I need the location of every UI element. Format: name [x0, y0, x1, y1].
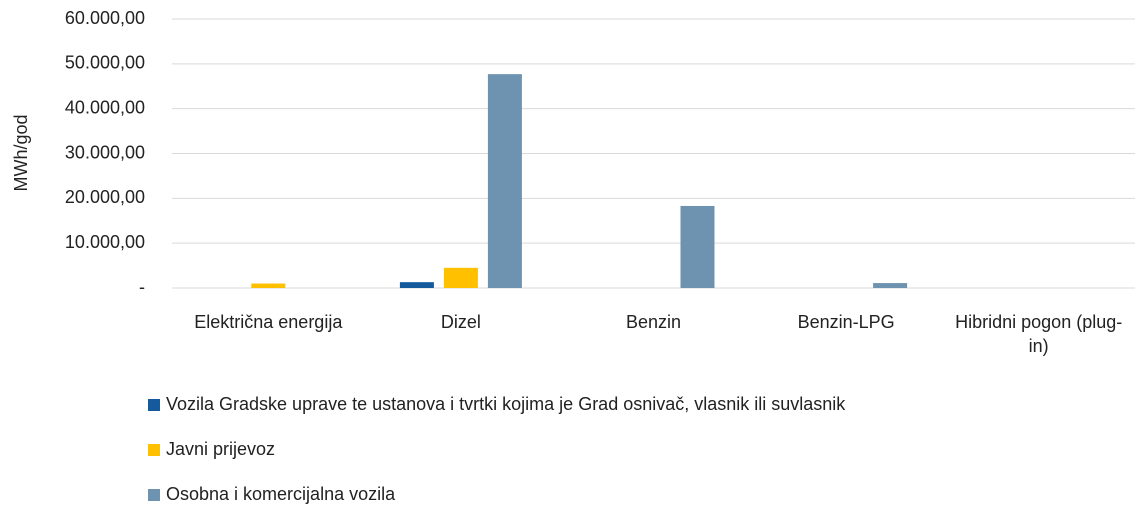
x-tick-label: Benzin [625, 312, 682, 332]
legend-label: Osobna i komercijalna vozila [166, 484, 396, 504]
y-tick-label: 20.000,00 [65, 187, 145, 207]
bar [399, 282, 434, 288]
bar [487, 74, 522, 289]
x-tick-label: Benzin-LPG [797, 312, 895, 332]
x-tick-label: Dizel [440, 312, 481, 332]
legend-label: Vozila Gradske uprave te ustanova i tvrt… [166, 394, 846, 414]
y-tick-label: 50.000,00 [65, 53, 145, 73]
y-tick-label: 10.000,00 [65, 232, 145, 252]
y-tick-label: 40.000,00 [65, 97, 145, 117]
legend-swatch [148, 489, 160, 501]
bar [443, 267, 478, 288]
y-tick-label: - [139, 277, 145, 297]
legend-label: Javni prijevoz [166, 439, 275, 459]
y-axis-title: MWh/god [11, 114, 31, 191]
legend-swatch [148, 444, 160, 456]
x-tick-label: Električna energija [194, 312, 343, 332]
bar [873, 283, 908, 288]
x-tick-label: Hibridni pogon (plug-in) [955, 312, 1123, 356]
bar [680, 205, 715, 288]
y-tick-label: 30.000,00 [65, 142, 145, 162]
bar [251, 283, 286, 288]
y-tick-label: 60.000,00 [65, 8, 145, 28]
legend-swatch [148, 399, 160, 411]
